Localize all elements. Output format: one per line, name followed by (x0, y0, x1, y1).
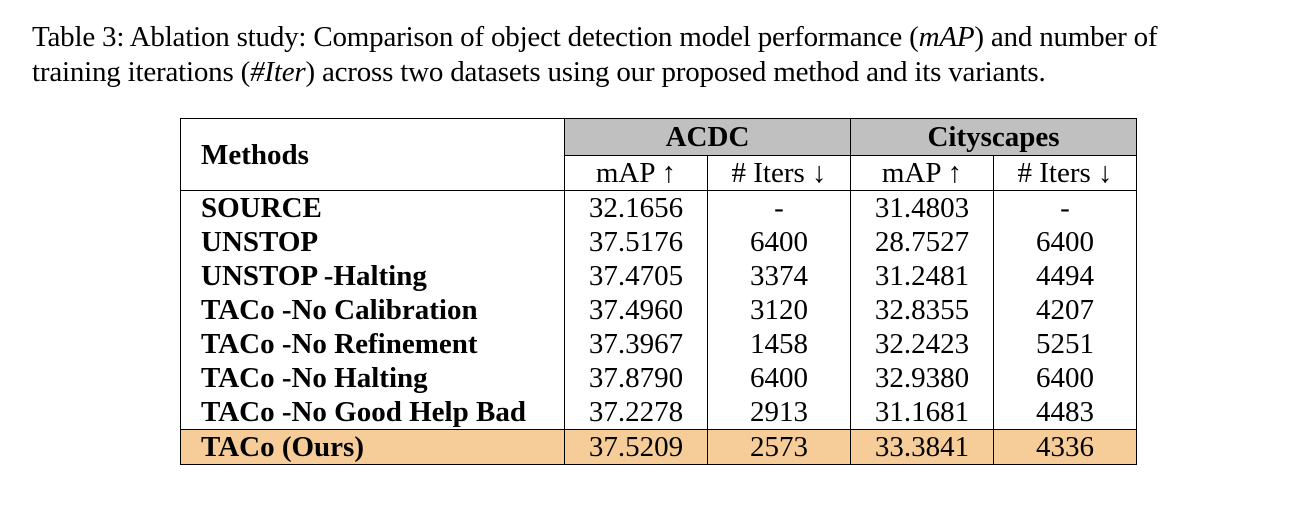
acdc-iters-value: - (707, 190, 851, 225)
acdc-map-value: 37.5176 (564, 225, 708, 259)
ablation-table: Methods ACDC Cityscapes mAP ↑ # Iters ↓ … (180, 118, 1137, 465)
cityscapes-iters-value: 4483 (993, 395, 1137, 430)
cityscapes-map-value: 31.2481 (850, 259, 994, 293)
methods-column-header: Methods (201, 138, 309, 171)
acdc-map-value: 37.3967 (564, 327, 708, 361)
method-name: TACo -No Halting (201, 362, 428, 394)
acdc-map-value: 32.1656 (564, 190, 708, 225)
cityscapes-iters-value: 4494 (993, 259, 1137, 293)
caption-label: Table 3: (32, 21, 125, 53)
cityscapes-map-value: 32.9380 (850, 361, 994, 395)
method-name: TACo -No Refinement (201, 328, 478, 360)
table-caption: Table 3: Ablation study: Comparison of o… (32, 20, 1300, 90)
cityscapes-map-value: 32.8355 (850, 293, 994, 327)
acdc-iters-value: 2573 (707, 429, 851, 465)
acdc-iters-value: 3120 (707, 293, 851, 327)
cityscapes-map-value: 33.3841 (850, 429, 994, 465)
cityscapes-iters-value: 4207 (993, 293, 1137, 327)
method-name: TACo -No Calibration (201, 294, 478, 326)
caption-line1-post: ) and number of (974, 21, 1158, 53)
ablation-table-wrapper: Methods ACDC Cityscapes mAP ↑ # Iters ↓ … (180, 118, 1137, 465)
group-header-cityscapes: Cityscapes (850, 118, 1137, 156)
caption-math-map: mAP (918, 21, 975, 53)
cityscapes-iters-value: 4336 (993, 429, 1137, 465)
cityscapes-map-value: 31.4803 (850, 190, 994, 225)
caption-math-iter: #Iter (250, 56, 306, 88)
table-row: SOURCE 32.1656 - 31.4803 - (180, 190, 1137, 225)
acdc-map-value: 37.4705 (564, 259, 708, 293)
caption-line1-pre: Ablation study: Comparison of object det… (129, 21, 919, 53)
table-row: UNSTOP 37.5176 6400 28.7527 6400 (181, 225, 1137, 259)
acdc-map-value: 37.2278 (564, 395, 708, 430)
cityscapes-iters-value: 5251 (993, 327, 1137, 361)
cityscapes-iters-value: - (993, 190, 1137, 225)
table-row: TACo -No Halting 37.8790 6400 32.9380 64… (181, 361, 1137, 395)
caption-line2-post: ) across two datasets using our proposed… (305, 56, 1046, 88)
cityscapes-map-value: 32.2423 (850, 327, 994, 361)
subheader-acdc-map: mAP ↑ (564, 155, 708, 191)
acdc-iters-value: 2913 (707, 395, 851, 430)
acdc-iters-value: 3374 (707, 259, 851, 293)
cityscapes-iters-value: 6400 (993, 225, 1137, 259)
table-row-highlighted: TACo (Ours) 37.5209 2573 33.3841 4336 (180, 429, 1137, 465)
cityscapes-map-value: 28.7527 (850, 225, 994, 259)
acdc-iters-value: 1458 (707, 327, 851, 361)
cityscapes-map-value: 31.1681 (850, 395, 994, 430)
group-header-acdc: ACDC (564, 118, 851, 156)
method-name: UNSTOP (201, 226, 319, 258)
table-header-row-metrics: mAP ↑ # Iters ↓ mAP ↑ # Iters ↓ (181, 155, 1137, 191)
table-header-row-groups: Methods ACDC Cityscapes (181, 118, 1137, 171)
method-name: SOURCE (180, 190, 565, 225)
caption-line2-pre: training iterations ( (32, 56, 251, 88)
acdc-map-value: 37.8790 (564, 361, 708, 395)
table-row: TACo -No Calibration 37.4960 3120 32.835… (181, 293, 1137, 327)
acdc-map-value: 37.4960 (564, 293, 708, 327)
subheader-cityscapes-map: mAP ↑ (850, 155, 994, 191)
method-name: TACo -No Good Help Bad (201, 396, 526, 428)
table-row: UNSTOP -Halting 37.4705 3374 31.2481 449… (181, 259, 1137, 293)
subheader-cityscapes-iters: # Iters ↓ (993, 155, 1137, 191)
cityscapes-iters-value: 6400 (993, 361, 1137, 395)
acdc-iters-value: 6400 (707, 361, 851, 395)
subheader-acdc-iters: # Iters ↓ (707, 155, 851, 191)
method-name: TACo (Ours) (180, 429, 565, 465)
method-name: UNSTOP -Halting (201, 260, 427, 292)
table-row: TACo -No Good Help Bad 37.2278 2913 31.1… (181, 395, 1137, 430)
acdc-iters-value: 6400 (707, 225, 851, 259)
table-row: TACo -No Refinement 37.3967 1458 32.2423… (181, 327, 1137, 361)
acdc-map-value: 37.5209 (564, 429, 708, 465)
